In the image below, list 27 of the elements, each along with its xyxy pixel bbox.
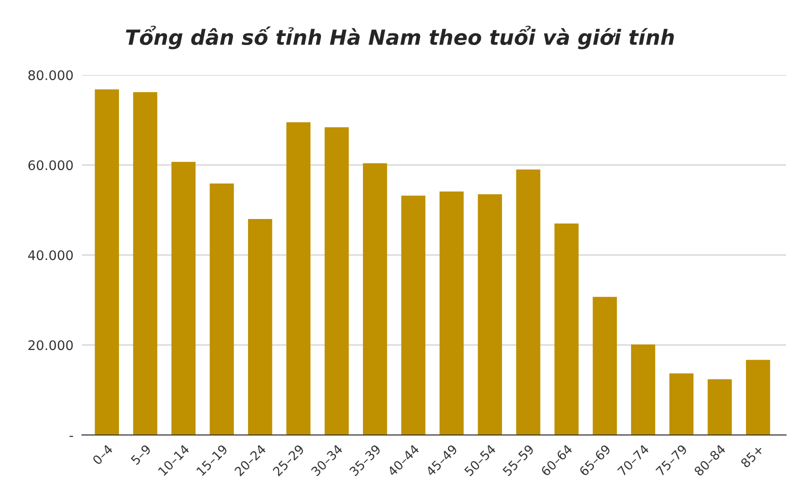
bar [478,194,502,435]
bar [554,224,579,435]
bar [516,170,540,435]
bar [362,163,388,435]
y-tick-label: 20.000 [28,340,73,350]
bar [746,360,770,435]
bar [133,92,158,435]
y-tick-label: - [70,436,74,437]
bar [171,162,196,435]
bar [669,373,694,435]
chart-title: Tổng dân số tỉnh Hà Nam theo tuổi và giới tính [126,26,674,50]
x-tick-label: 5–9 [130,444,152,466]
bar [708,379,732,435]
bar [324,127,349,435]
y-tick-label: 80.000 [28,70,73,80]
bar [440,192,464,435]
bar [286,122,310,435]
x-tick-label: 85+ [740,444,764,468]
bar [592,296,617,435]
y-tick-label: 60.000 [28,160,73,170]
bar [94,89,119,435]
bar [210,183,234,435]
y-tick-label: 40.000 [28,250,73,260]
x-tick-label: 0–4 [92,444,114,466]
bar [401,196,426,435]
bar [631,344,656,435]
bar [248,219,272,435]
